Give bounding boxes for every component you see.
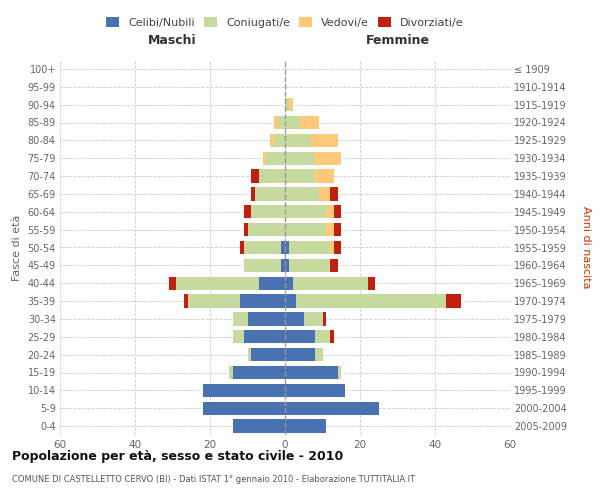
Bar — [233, 420, 285, 433]
Bar — [187, 294, 240, 308]
Bar — [289, 98, 293, 112]
Bar — [285, 98, 289, 112]
Y-axis label: Fasce di età: Fasce di età — [12, 214, 22, 280]
Bar — [285, 170, 315, 183]
Bar — [255, 187, 285, 200]
Bar — [251, 170, 259, 183]
Bar — [285, 241, 289, 254]
Bar — [285, 384, 345, 397]
Bar — [285, 312, 304, 326]
Bar — [176, 276, 259, 290]
Bar — [293, 276, 367, 290]
Text: Femmine: Femmine — [365, 34, 430, 48]
Bar — [285, 330, 315, 344]
Bar — [203, 384, 285, 397]
Bar — [319, 187, 330, 200]
Bar — [274, 134, 285, 147]
Bar — [446, 294, 461, 308]
Bar — [233, 330, 244, 344]
Bar — [315, 152, 341, 165]
Bar — [233, 312, 248, 326]
Bar — [315, 170, 334, 183]
Bar — [285, 187, 319, 200]
Bar — [240, 294, 285, 308]
Bar — [285, 258, 289, 272]
Bar — [184, 294, 187, 308]
Bar — [330, 187, 337, 200]
Bar — [240, 241, 244, 254]
Bar — [337, 366, 341, 379]
Bar — [285, 276, 293, 290]
Bar — [251, 187, 255, 200]
Bar — [300, 116, 319, 129]
Y-axis label: Anni di nascita: Anni di nascita — [581, 206, 591, 289]
Bar — [330, 258, 337, 272]
Bar — [326, 205, 334, 218]
Bar — [315, 330, 330, 344]
Bar — [259, 170, 285, 183]
Text: Maschi: Maschi — [148, 34, 197, 48]
Bar — [334, 205, 341, 218]
Bar — [323, 312, 326, 326]
Bar — [266, 152, 285, 165]
Bar — [334, 241, 341, 254]
Bar — [285, 402, 379, 415]
Bar — [285, 348, 315, 362]
Bar — [248, 312, 285, 326]
Bar — [304, 312, 323, 326]
Bar — [315, 348, 323, 362]
Bar — [285, 205, 326, 218]
Bar — [270, 134, 274, 147]
Bar — [244, 205, 251, 218]
Bar — [285, 116, 300, 129]
Bar — [330, 330, 334, 344]
Bar — [289, 258, 330, 272]
Bar — [311, 134, 337, 147]
Bar — [285, 152, 315, 165]
Bar — [251, 348, 285, 362]
Bar — [285, 223, 326, 236]
Bar — [285, 294, 296, 308]
Bar — [248, 348, 251, 362]
Bar — [274, 116, 277, 129]
Bar — [285, 134, 311, 147]
Bar — [277, 116, 285, 129]
Bar — [251, 205, 285, 218]
Bar — [233, 366, 285, 379]
Bar — [285, 420, 326, 433]
Bar — [326, 223, 334, 236]
Bar — [367, 276, 375, 290]
Bar — [281, 241, 285, 254]
Bar — [330, 241, 334, 254]
Bar — [285, 366, 337, 379]
Bar — [244, 241, 281, 254]
Bar — [244, 330, 285, 344]
Bar — [334, 223, 341, 236]
Bar — [169, 276, 176, 290]
Bar — [296, 294, 446, 308]
Bar — [263, 152, 266, 165]
Bar — [244, 258, 281, 272]
Bar — [244, 223, 248, 236]
Bar — [281, 258, 285, 272]
Bar — [229, 366, 233, 379]
Bar — [248, 223, 285, 236]
Bar — [203, 402, 285, 415]
Text: COMUNE DI CASTELLETTO CERVO (BI) - Dati ISTAT 1° gennaio 2010 - Elaborazione TUT: COMUNE DI CASTELLETTO CERVO (BI) - Dati … — [12, 475, 415, 484]
Text: Popolazione per età, sesso e stato civile - 2010: Popolazione per età, sesso e stato civil… — [12, 450, 343, 463]
Bar — [259, 276, 285, 290]
Legend: Celibi/Nubili, Coniugati/e, Vedovi/e, Divorziati/e: Celibi/Nubili, Coniugati/e, Vedovi/e, Di… — [106, 18, 464, 28]
Bar — [289, 241, 330, 254]
